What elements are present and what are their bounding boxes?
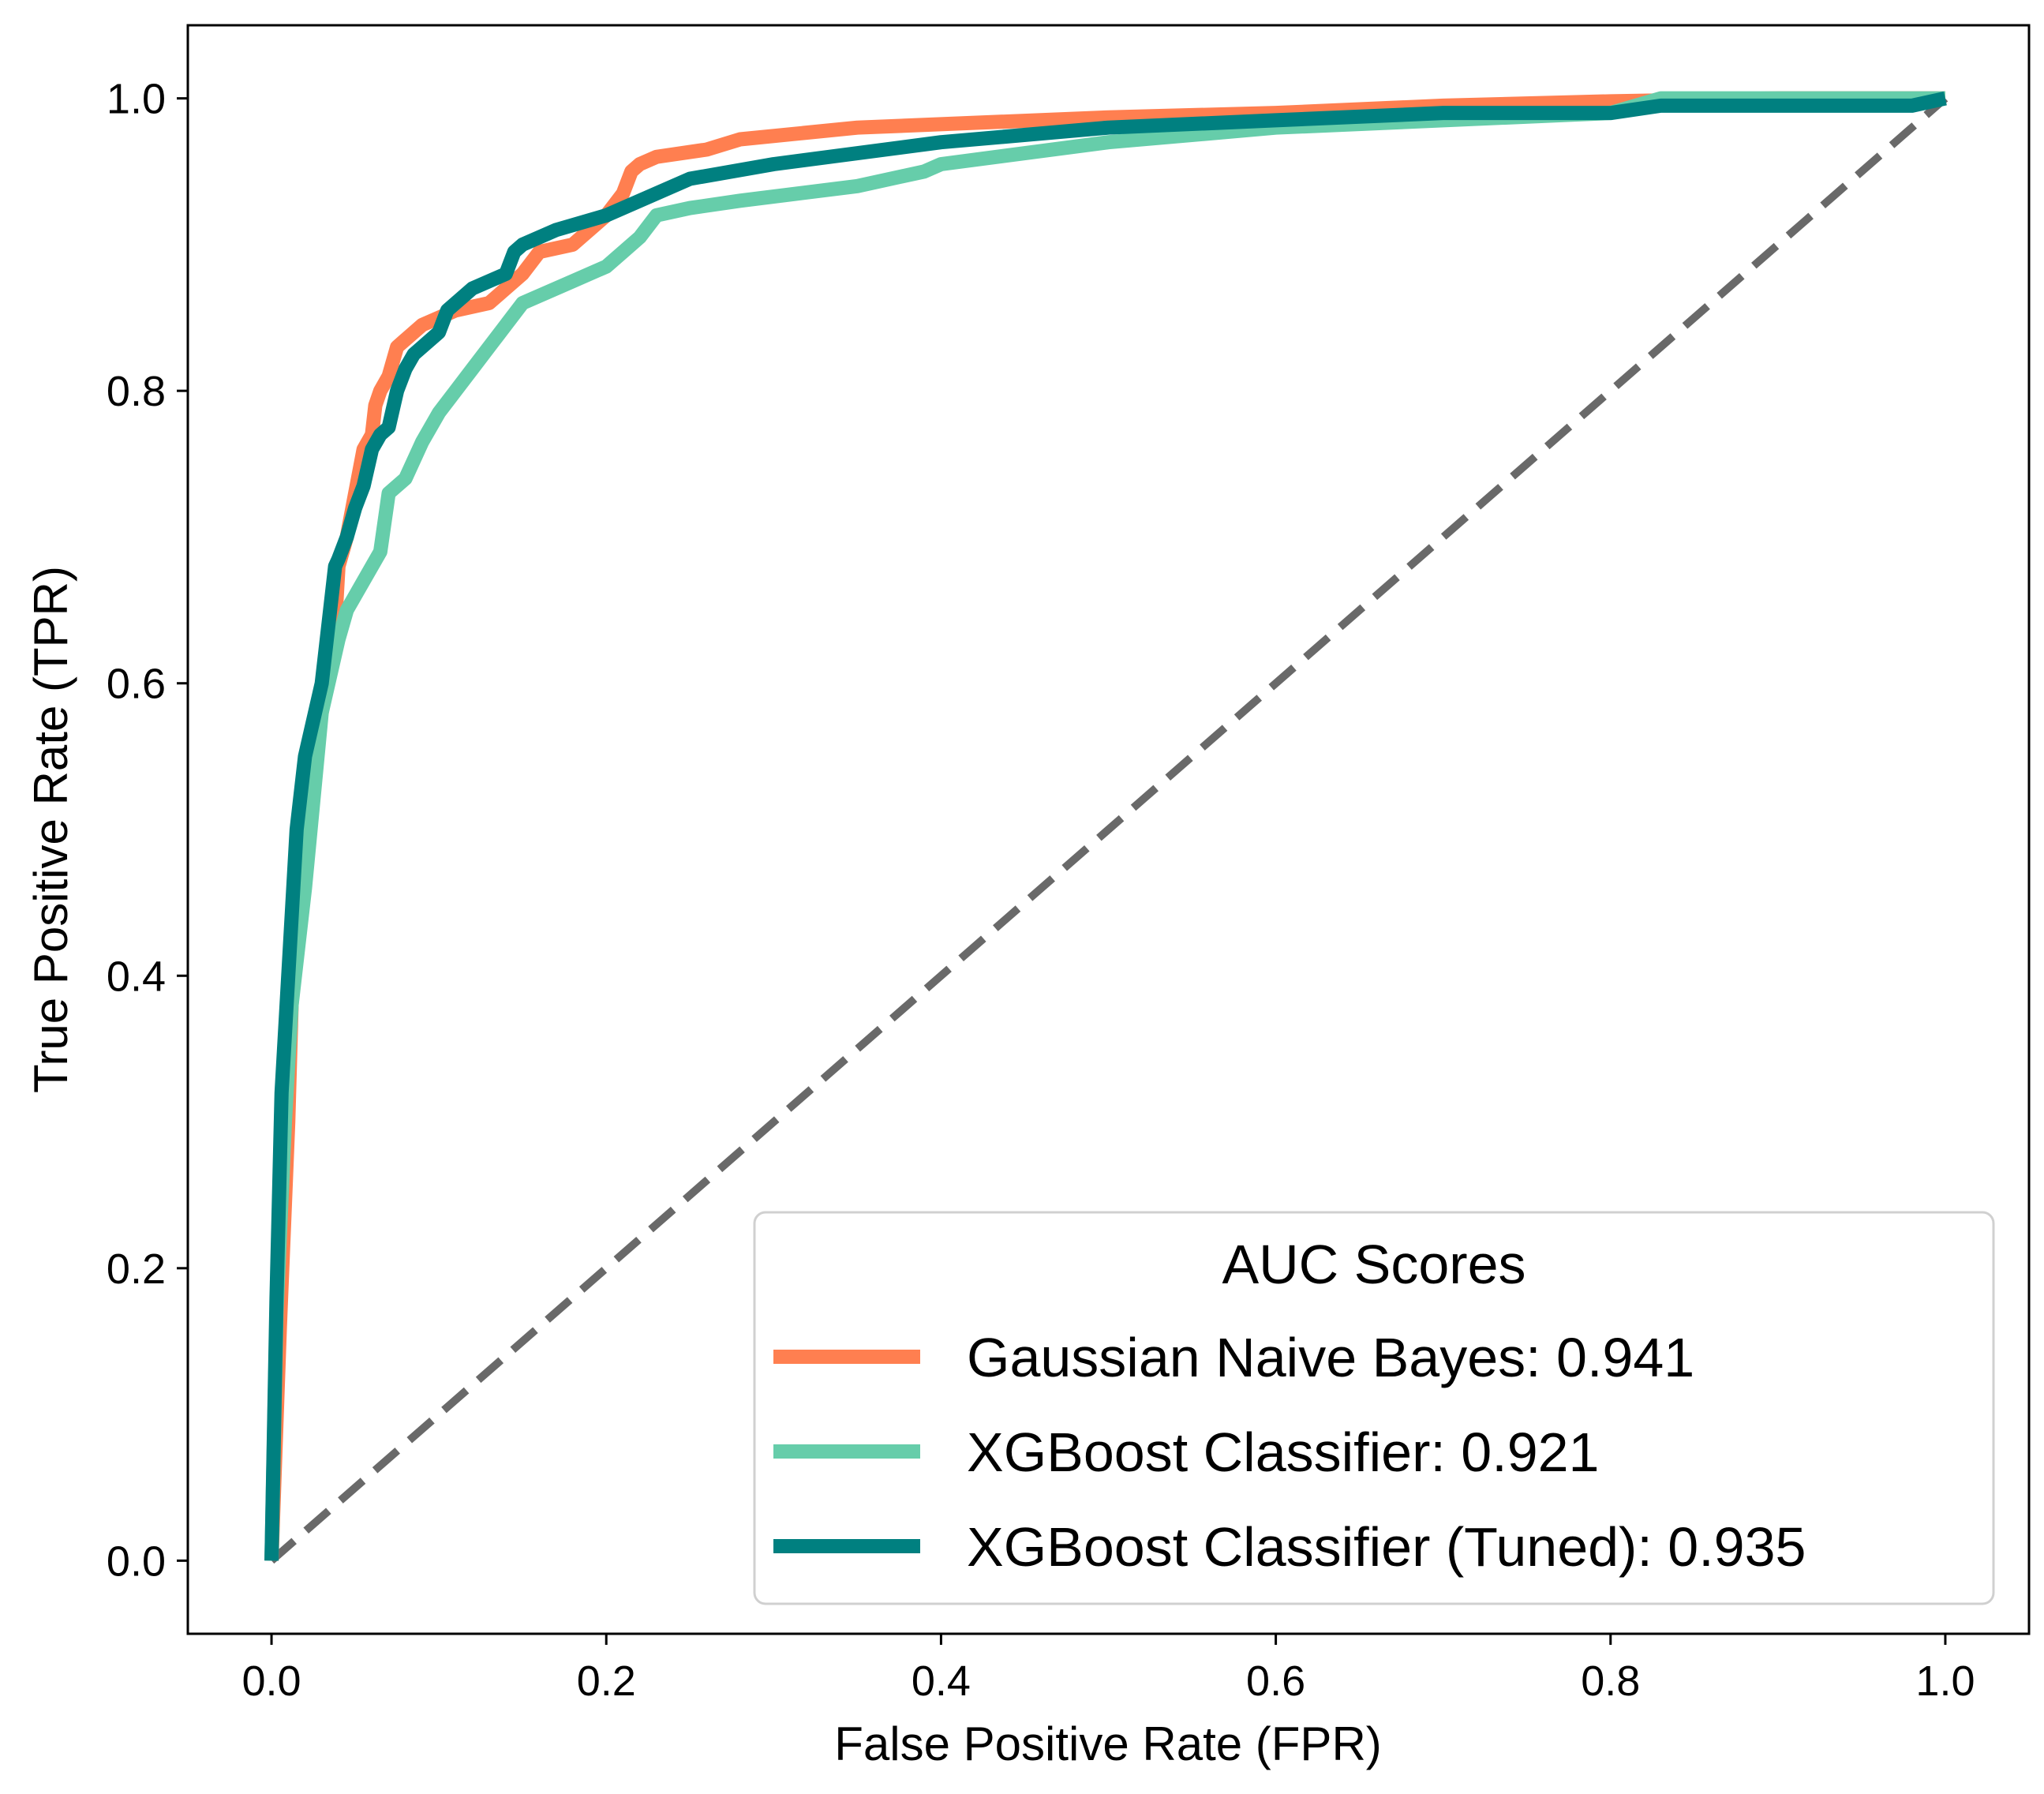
legend-label-2: XGBoost Classifier: 0.921 bbox=[967, 1421, 1599, 1483]
reference-diagonal-line bbox=[268, 95, 1949, 1564]
series-line-3 bbox=[264, 91, 1947, 1561]
plot-frame bbox=[186, 24, 2031, 1635]
legend-entries: Gaussian Naive Bayes: 0.941 XGBoost Class… bbox=[773, 1327, 1806, 1578]
x-axis-label: False Positive Rate (FPR) bbox=[834, 1717, 1382, 1770]
y-tick-label: 1.0 bbox=[107, 76, 166, 123]
x-tick-label: 0.0 bbox=[242, 1657, 301, 1705]
plot-area bbox=[264, 91, 1949, 1564]
x-tick-label: 0.8 bbox=[1581, 1657, 1640, 1705]
y-tick-label: 0.2 bbox=[107, 1245, 166, 1293]
y-tick-label: 0.4 bbox=[107, 953, 166, 1000]
legend-title: AUC Scores bbox=[1222, 1234, 1526, 1295]
legend-label-3: XGBoost Classifier (Tuned): 0.935 bbox=[967, 1516, 1806, 1578]
y-axis: 0.0 0.2 0.4 0.6 0.8 1.0 bbox=[107, 76, 188, 1585]
x-tick-label: 0.2 bbox=[577, 1657, 636, 1705]
y-axis-label: True Positive Rate (TPR) bbox=[24, 566, 77, 1093]
x-tick-label: 1.0 bbox=[1915, 1657, 1975, 1705]
y-tick-label: 0.6 bbox=[107, 661, 166, 708]
series-line-2 bbox=[264, 91, 1945, 1561]
legend-label-1: Gaussian Naive Bayes: 0.941 bbox=[967, 1327, 1694, 1388]
legend: AUC Scores Gaussian Naive Bayes: 0.941 XG… bbox=[753, 1211, 1995, 1605]
x-tick-label: 0.4 bbox=[912, 1657, 971, 1705]
x-tick-label: 0.6 bbox=[1246, 1657, 1305, 1705]
y-tick-label: 0.8 bbox=[107, 368, 166, 415]
series-layer bbox=[264, 91, 1949, 1564]
y-tick-label: 0.0 bbox=[107, 1537, 166, 1585]
x-axis: 0.0 0.2 0.4 0.6 0.8 1.0 bbox=[242, 1634, 1975, 1705]
legend-box bbox=[753, 1211, 1995, 1605]
